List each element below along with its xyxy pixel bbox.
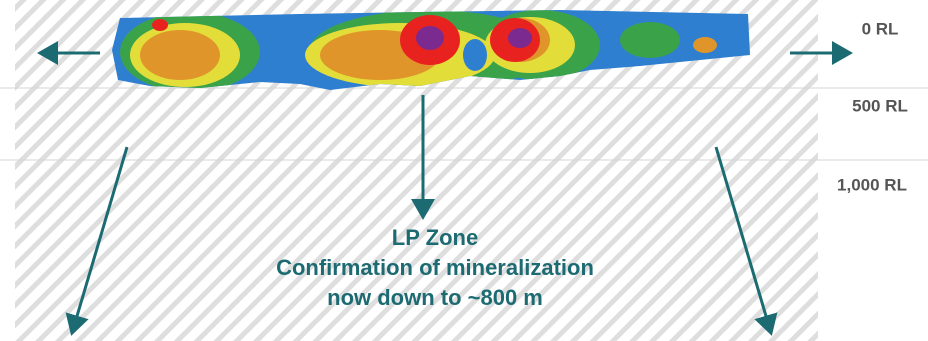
arrows bbox=[37, 41, 853, 336]
annotation-line: now down to ~800 m bbox=[327, 285, 543, 310]
annotation-line: LP Zone bbox=[392, 225, 478, 250]
level-label: 1,000 RL bbox=[837, 175, 907, 194]
annotation-line: Confirmation of mineralization bbox=[276, 255, 594, 280]
mineralization-model bbox=[112, 10, 750, 90]
level-label: 500 RL bbox=[852, 96, 908, 115]
level-label: 0 RL bbox=[862, 19, 899, 38]
